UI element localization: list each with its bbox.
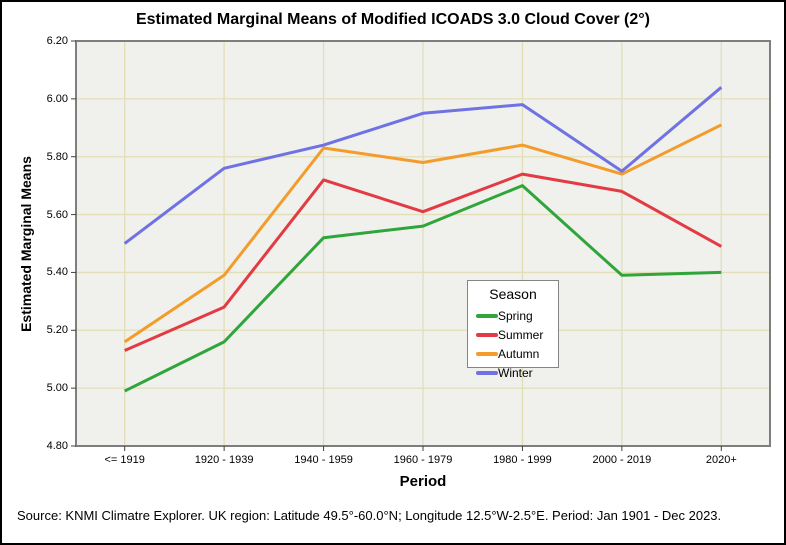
legend-title: Season — [489, 286, 537, 302]
plot-svg — [71, 40, 771, 451]
legend-item-label: Spring — [498, 308, 533, 323]
y-tick-label: 5.00 — [46, 382, 68, 395]
x-tick-label: 2000 - 2019 — [592, 454, 652, 466]
x-tick-label: 2020+ — [705, 454, 737, 466]
x-tick-label: 1980 - 1999 — [493, 454, 552, 466]
x-tick-label: 1920 - 1939 — [194, 454, 254, 466]
y-tick-label: 4.80 — [46, 440, 68, 452]
y-tick-label: 5.60 — [46, 208, 68, 221]
legend-item: Autumn — [468, 344, 558, 363]
legend-item-label: Winter — [498, 365, 533, 380]
winter-line-swatch-icon — [476, 370, 498, 375]
y-tick-label: 5.80 — [46, 150, 68, 163]
y-tick-label: 6.00 — [46, 92, 68, 105]
legend-item: Summer — [468, 325, 558, 344]
x-tick-label: <= 1919 — [104, 454, 145, 466]
y-tick-label: 6.20 — [46, 35, 68, 47]
x-tick-label: 1960 - 1979 — [393, 454, 453, 466]
y-tick-label: 5.20 — [46, 324, 68, 337]
footer-source-text: Source: KNMI Climatre Explorer. UK regio… — [17, 508, 722, 523]
plot-area — [68, 38, 776, 452]
y-axis-title: Estimated Marginal Means — [18, 156, 34, 332]
legend-item-label: Autumn — [498, 346, 540, 361]
autumn-line-swatch-icon — [476, 351, 498, 356]
x-tick-label: 1940 - 1959 — [294, 454, 353, 466]
legend-item-label: Summer — [498, 327, 544, 342]
x-axis-title: Period — [399, 473, 447, 490]
legend-item: Winter — [468, 363, 558, 382]
legend-item: Spring — [468, 306, 558, 325]
chart-title: Estimated Marginal Means of Modified ICO… — [135, 11, 651, 28]
summer-line-swatch-icon — [476, 332, 498, 337]
spring-line-swatch-icon — [476, 313, 498, 318]
y-tick-label: 5.40 — [46, 266, 68, 279]
legend: Season Spring Summer Autumn Winter — [467, 280, 559, 379]
